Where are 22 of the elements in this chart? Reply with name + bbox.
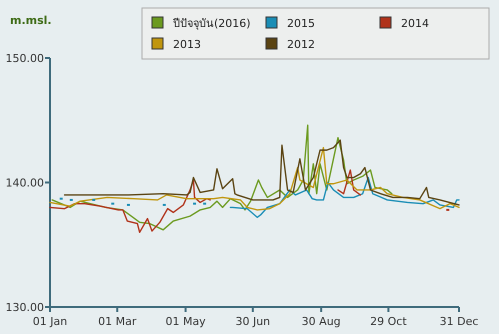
line-series <box>52 124 392 231</box>
line-series <box>64 139 460 206</box>
y-tick-label: 130.00 <box>6 301 44 314</box>
y-tick-label: 140.00 <box>6 176 44 190</box>
y-tick-label: 150.00 <box>6 52 44 65</box>
x-tick-label: 29 Oct <box>370 315 408 328</box>
x-tick-label: 01 Mar <box>98 315 137 328</box>
x-tick-label: 30 Aug <box>302 315 341 328</box>
y-axis-title: m.msl. <box>10 14 52 27</box>
line-series <box>230 176 460 218</box>
legend-label: 2014 <box>401 17 429 30</box>
legend-label: 2013 <box>173 38 201 51</box>
x-tick-label: 01 May <box>165 315 206 328</box>
line-series <box>49 179 211 233</box>
line-series <box>337 169 362 196</box>
legend-label: 2012 <box>287 38 315 51</box>
legend-label: 2015 <box>287 17 315 30</box>
x-tick-label: 31 Dec <box>440 315 478 328</box>
x-tick-label: 30 Jun <box>235 315 270 328</box>
x-tick-label: 01 Jan <box>32 315 68 328</box>
legend-label: ปีปัจจุบัน(2016) <box>172 17 251 30</box>
line-series <box>49 146 460 211</box>
